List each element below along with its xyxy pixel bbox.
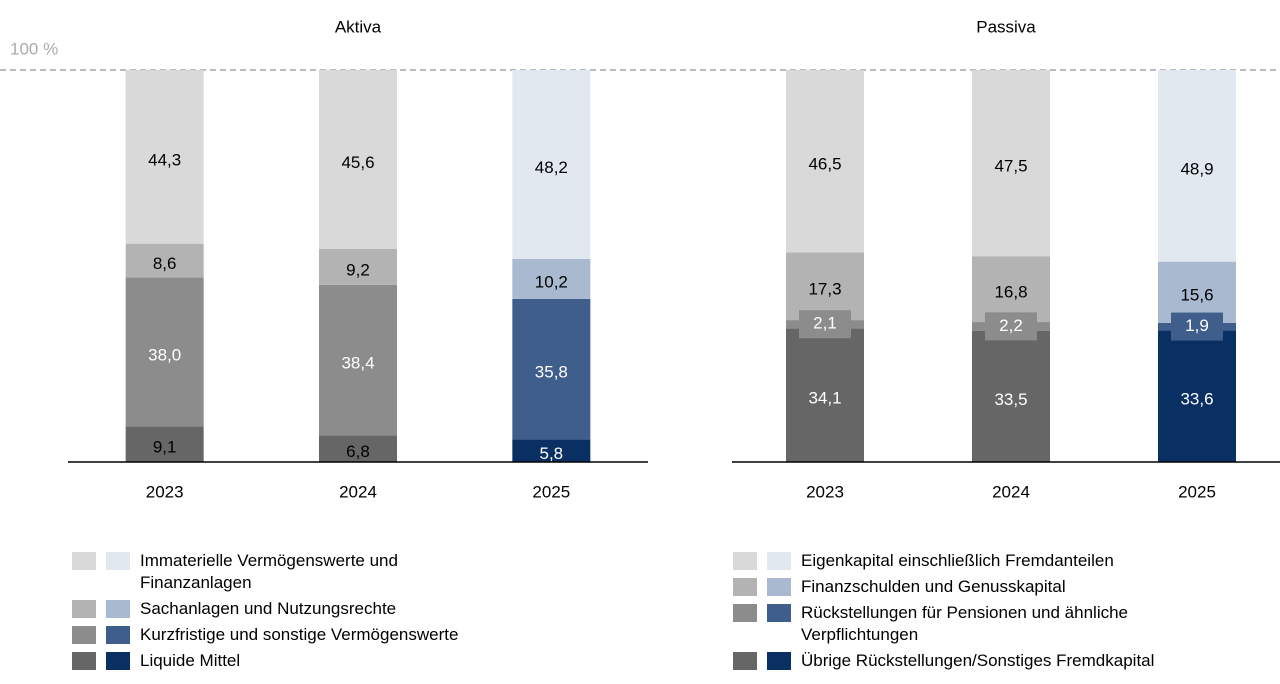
- legend-swatch: [733, 604, 757, 622]
- bar-segment: [786, 328, 864, 462]
- label-box: [799, 310, 851, 339]
- legend-entry: Kurzfristige und sonstige Vermögenswerte: [72, 624, 458, 646]
- chart-title: Aktiva: [335, 17, 382, 36]
- bar-segment: [512, 258, 591, 299]
- value-label: 33,5: [994, 390, 1027, 409]
- label-box: [1171, 312, 1223, 341]
- x-tick-label: 2023: [146, 482, 184, 501]
- value-label: 2,2: [999, 316, 1023, 335]
- value-label: 48,2: [535, 158, 568, 177]
- value-label: 9,1: [153, 438, 177, 457]
- legend-swatch: [106, 626, 130, 644]
- bar-segment: [125, 426, 204, 462]
- bar-segment: [786, 70, 864, 253]
- bar-segment: [972, 256, 1050, 323]
- bar-segment: [512, 70, 591, 259]
- value-label: 8,6: [153, 254, 177, 273]
- legend-swatch: [767, 604, 791, 622]
- value-label: 33,6: [1180, 390, 1213, 409]
- legend-swatch: [106, 552, 130, 570]
- bar-segment: [1158, 330, 1236, 462]
- legend-swatch: [733, 652, 757, 670]
- legend-swatch: [767, 578, 791, 596]
- legend-label: Rückstellungen für Pensionen und ähnlich…: [801, 603, 1129, 644]
- value-label: 38,0: [148, 345, 181, 364]
- y-tick-label: 100 %: [10, 39, 58, 58]
- value-label: 1,9: [1185, 316, 1209, 335]
- bar-segment: [512, 298, 591, 440]
- legend: Immaterielle Vermögenswerte und Finanzan…: [72, 550, 458, 672]
- value-label: 10,2: [535, 272, 568, 291]
- legend: Eigenkapital einschließlich Fremdanteile…: [733, 550, 1154, 672]
- value-label: 44,3: [148, 150, 181, 169]
- legend-entry: Finanzschulden und Genusskapital: [733, 576, 1154, 598]
- x-tick-label: 2024: [339, 482, 377, 501]
- value-label: 35,8: [535, 363, 568, 382]
- value-label: 17,3: [808, 280, 841, 299]
- legend-swatch: [767, 552, 791, 570]
- value-label: 16,8: [994, 283, 1027, 302]
- bar-segment: [319, 435, 397, 462]
- legend-swatch: [72, 600, 96, 618]
- bar-segment: [972, 330, 1050, 462]
- x-tick-label: 2024: [992, 482, 1030, 501]
- label-box: [985, 312, 1037, 341]
- bar-segment: [786, 252, 864, 321]
- value-label: 2,1: [813, 314, 837, 333]
- bar-segment: [319, 284, 397, 436]
- value-label: 47,5: [994, 157, 1027, 176]
- legend-entry: Liquide Mittel: [72, 650, 458, 672]
- value-label: 6,8: [346, 442, 370, 461]
- chart-title: Passiva: [976, 17, 1036, 36]
- legend-label: Immaterielle Vermögenswerte und Finanzan…: [140, 551, 398, 592]
- legend-label: Eigenkapital einschließlich Fremdanteile…: [801, 551, 1114, 570]
- value-label: 38,4: [341, 354, 374, 373]
- bar-segment: [972, 70, 1050, 257]
- x-tick-label: 2025: [1178, 482, 1216, 501]
- legend-swatch: [72, 552, 96, 570]
- legend-label: Kurzfristige und sonstige Vermögenswerte: [140, 625, 459, 644]
- legend-swatch: [767, 652, 791, 670]
- legend-swatch: [733, 552, 757, 570]
- legend-entry: Rückstellungen für Pensionen und ähnlich…: [733, 602, 1154, 646]
- value-label: 5,8: [540, 444, 564, 463]
- legend-swatch: [72, 626, 96, 644]
- value-label: 34,1: [808, 389, 841, 408]
- legend-swatch: [106, 600, 130, 618]
- x-tick-label: 2025: [532, 482, 570, 501]
- bar-segment: [319, 70, 397, 249]
- legend-entry: Sachanlagen und Nutzungsrechte: [72, 598, 458, 620]
- value-label: 46,5: [808, 155, 841, 174]
- bar-segment: [125, 277, 204, 427]
- legend-entry: Immaterielle Vermögenswerte und Finanzan…: [72, 550, 458, 594]
- value-label: 9,2: [346, 260, 370, 279]
- value-label: 45,6: [341, 153, 374, 172]
- x-tick-label: 2023: [806, 482, 844, 501]
- legend-swatch: [106, 652, 130, 670]
- legend-entry: Übrige Rückstellungen/Sonstiges Fremdkap…: [733, 650, 1154, 672]
- legend-label: Sachanlagen und Nutzungsrechte: [140, 599, 397, 618]
- value-label: 48,9: [1180, 159, 1213, 178]
- legend-label: Liquide Mittel: [140, 651, 241, 670]
- value-label: 15,6: [1180, 286, 1213, 305]
- legend-swatch: [72, 652, 96, 670]
- bar-segment: [319, 248, 397, 285]
- legend-label: Finanzschulden und Genusskapital: [801, 577, 1066, 596]
- legend-swatch: [733, 578, 757, 596]
- bar-segment: [125, 70, 204, 244]
- bar-segment: [512, 439, 591, 462]
- legend-label: Übrige Rückstellungen/Sonstiges Fremdkap…: [801, 651, 1155, 670]
- bar-segment: [1158, 70, 1236, 262]
- legend-entry: Eigenkapital einschließlich Fremdanteile…: [733, 550, 1154, 572]
- bar-segment: [125, 243, 204, 278]
